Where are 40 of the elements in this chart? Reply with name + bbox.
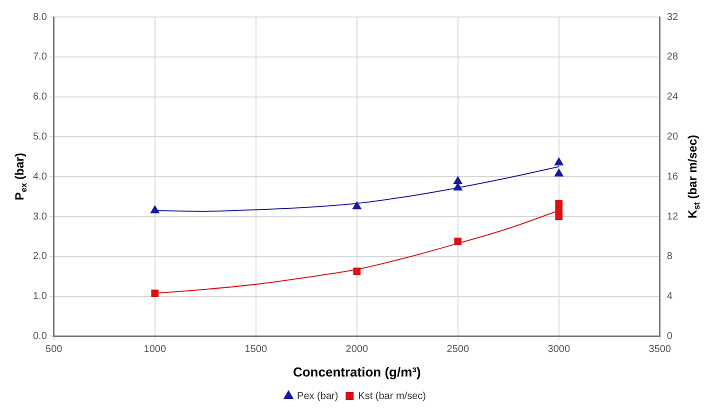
y2-tick-label: 20 xyxy=(666,131,678,142)
point xyxy=(150,206,160,214)
x-tick-label: 3500 xyxy=(648,344,672,355)
legend-label: Kst (bar m/sec) xyxy=(358,390,426,402)
point xyxy=(353,268,361,276)
point xyxy=(554,168,564,177)
y2-tick-label: 24 xyxy=(666,92,678,103)
y2-tick-label: 4 xyxy=(666,291,673,302)
y-tick-label: 4.0 xyxy=(32,171,48,182)
y2-tick-label: 16 xyxy=(666,171,678,182)
y2-tick-label: 8 xyxy=(666,251,673,262)
y2-axis-title: Kst (bar m/sec) xyxy=(685,134,702,218)
x-axis-title: Concentration (g/m³) xyxy=(292,364,421,380)
y-tick-label: 6.0 xyxy=(32,92,48,103)
x-tick-label: 2000 xyxy=(346,344,368,355)
y2-tick-label: 28 xyxy=(666,52,678,63)
x-tick-label: 500 xyxy=(46,344,63,355)
y-tick-label: 5.0 xyxy=(32,131,48,142)
y2-tick-label: 32 xyxy=(666,12,678,23)
x-tick-label: 1000 xyxy=(144,344,166,355)
point xyxy=(554,158,564,166)
y-tick-label: 8.0 xyxy=(32,12,48,23)
point xyxy=(555,200,563,208)
y-tick-label: 1.0 xyxy=(32,291,48,302)
point xyxy=(151,290,159,297)
point xyxy=(454,238,462,246)
x-tick-label: 2500 xyxy=(446,344,470,355)
point xyxy=(453,176,462,184)
x-tick-label: 1500 xyxy=(244,344,268,355)
y-axis-title: Pex (bar) xyxy=(12,152,29,200)
y-tick-label: 7.0 xyxy=(32,52,48,63)
x-tick-label: 3000 xyxy=(548,344,570,355)
y2-tick-label: 0 xyxy=(666,330,673,342)
point xyxy=(555,212,563,220)
legend-label: Pex (bar) xyxy=(297,390,338,402)
y-tick-label: 2.0 xyxy=(32,251,48,262)
y2-tick-label: 12 xyxy=(666,211,678,222)
point xyxy=(352,202,362,210)
y-tick-label: 0.0 xyxy=(32,330,48,342)
y-tick-label: 3.0 xyxy=(32,211,48,222)
